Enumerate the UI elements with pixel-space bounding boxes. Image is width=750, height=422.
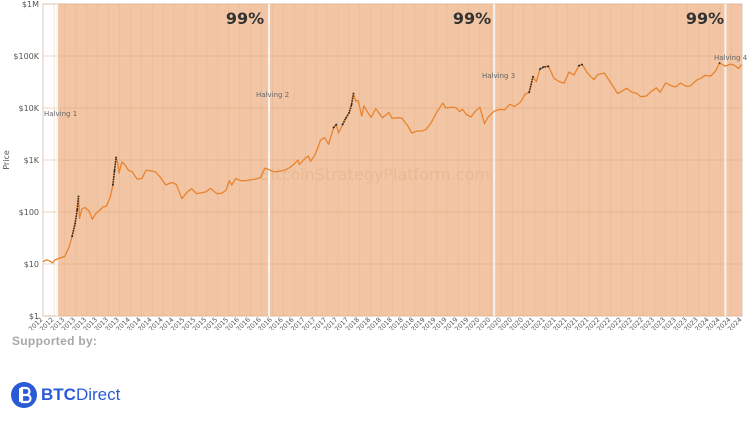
ath-point (532, 75, 534, 78)
ath-point (352, 92, 355, 95)
ath-point (113, 169, 116, 172)
ath-highlight-segment (112, 157, 117, 186)
ath-point (76, 208, 79, 211)
price-chart: $1 $10 $100 $1K $10K $100K $1M Price BitcoinStra… (2, 0, 748, 330)
y-tick-label: $100 (19, 208, 39, 217)
y-axis-label: Price (2, 150, 11, 170)
supported-by-label: Supported by: (12, 334, 98, 348)
y-tick-label: $1 (29, 312, 39, 321)
y-tick-label: $10 (24, 260, 39, 269)
ath-point (335, 123, 338, 126)
ath-point (581, 63, 584, 66)
btcdirect-logo[interactable]: BTCDirect (10, 381, 120, 409)
y-tick-label: $1K (24, 156, 40, 165)
ath-point (577, 64, 580, 67)
ath-point (528, 91, 531, 94)
ath-point (332, 126, 335, 129)
ath-point (115, 156, 117, 159)
ath-highlight-segment (528, 76, 534, 93)
period-percent-label: 99% (453, 9, 491, 28)
ath-point (71, 235, 73, 238)
halving-label: Halving 1 (44, 110, 77, 118)
btcdirect-logo-icon (11, 382, 37, 408)
y-tick-label: $10K (18, 104, 39, 113)
ath-highlight-segment (71, 196, 80, 237)
ath-point (542, 66, 545, 69)
ath-point (539, 68, 541, 70)
halving-label: Halving 4 (714, 54, 748, 62)
ath-point (341, 123, 344, 126)
ath-point (718, 62, 721, 65)
ath-point (111, 184, 114, 186)
y-tick-label: $1M (22, 0, 39, 9)
ath-point (348, 111, 351, 114)
watermark: BitcoinStrategyPlatform.com (260, 165, 490, 184)
btcdirect-logo-text: BTCDirect (41, 385, 121, 404)
ath-point (345, 116, 347, 119)
price-line (42, 62, 743, 264)
ath-point (74, 222, 77, 225)
halving-label: Halving 2 (256, 91, 289, 99)
y-tick-label: $100K (13, 52, 39, 61)
ath-point (77, 195, 80, 198)
period-percent-label: 99% (226, 9, 264, 28)
ath-point (547, 65, 550, 68)
ath-point (350, 103, 353, 106)
halving-label: Halving 3 (482, 72, 515, 80)
period-percent-label: 99% (686, 9, 724, 28)
